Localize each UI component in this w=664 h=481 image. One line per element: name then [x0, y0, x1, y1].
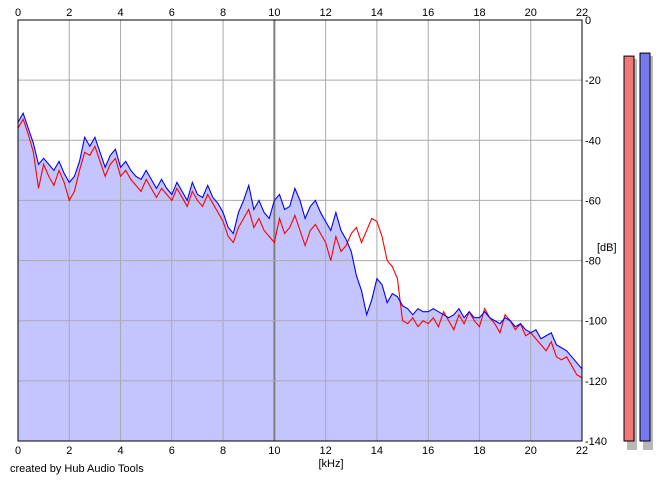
x-tick-label-bottom-20: 20 [525, 445, 537, 457]
x-tick-label-bottom-18: 18 [473, 445, 485, 457]
y-tick-label-0: 0 [585, 15, 591, 27]
x-tick-label-bottom-10: 10 [268, 445, 280, 457]
x-tick-label-bottom-12: 12 [320, 445, 332, 457]
credit-footer: created by Hub Audio Tools [10, 463, 144, 475]
x-tick-label-bottom-14: 14 [371, 445, 383, 457]
y-axis-label: [dB] [597, 242, 617, 254]
x-tick-label-top-6: 6 [169, 7, 175, 19]
y-tick-label-m140: -140 [585, 436, 607, 448]
x-tick-label-top-12: 12 [320, 7, 332, 19]
y-tick-label-m20: -20 [585, 75, 601, 87]
x-tick-label-top-18: 18 [473, 7, 485, 19]
x-tick-label-bottom-0: 0 [15, 445, 21, 457]
x-tick-label-top-22: 22 [576, 7, 588, 19]
x-tick-label-top-16: 16 [422, 7, 434, 19]
y-tick-label-m80: -80 [585, 256, 601, 268]
y-tick-label-m40: -40 [585, 135, 601, 147]
y-tick-label-m60: -60 [585, 195, 601, 207]
x-tick-label-bottom-2: 2 [66, 445, 72, 457]
left-level-meter [623, 55, 635, 442]
series-line-right [17, 111, 583, 370]
x-axis-label: [kHz] [318, 458, 343, 470]
series-line-left [17, 117, 583, 379]
x-tick-label-top-4: 4 [117, 7, 123, 19]
x-tick-label-top-2: 2 [66, 7, 72, 19]
x-tick-label-top-8: 8 [220, 7, 226, 19]
x-tick-label-bottom-22: 22 [576, 445, 588, 457]
x-tick-label-bottom-16: 16 [422, 445, 434, 457]
plot-frame [17, 19, 583, 442]
spectrum-fill-area [18, 113, 582, 441]
y-tick-label-m100: -100 [585, 316, 607, 328]
y-tick-label-m120: -120 [585, 376, 607, 388]
right-level-meter [639, 52, 651, 442]
x-tick-label-top-0: 0 [15, 7, 21, 19]
x-tick-label-bottom-4: 4 [117, 445, 123, 457]
x-tick-label-bottom-8: 8 [220, 445, 226, 457]
x-tick-label-top-14: 14 [371, 7, 383, 19]
x-tick-label-top-10: 10 [268, 7, 280, 19]
x-tick-label-top-20: 20 [525, 7, 537, 19]
x-tick-label-bottom-6: 6 [169, 445, 175, 457]
